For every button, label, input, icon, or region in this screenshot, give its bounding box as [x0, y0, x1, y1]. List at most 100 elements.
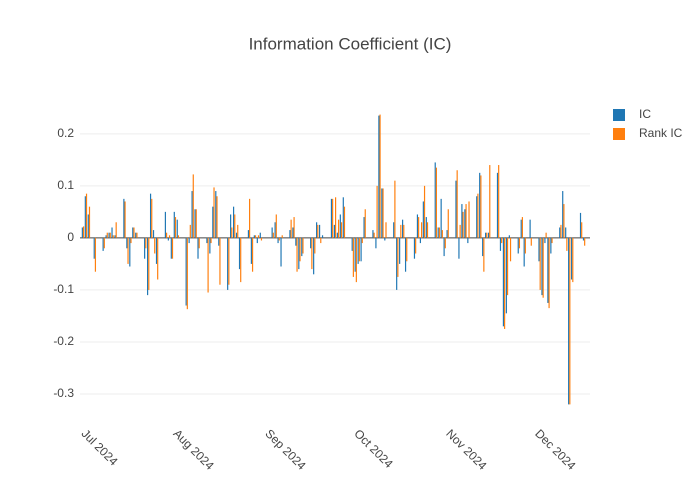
- bar: [310, 237, 312, 249]
- bar: [446, 230, 448, 238]
- bar: [147, 237, 149, 296]
- bar: [418, 217, 420, 238]
- bar: [174, 217, 177, 238]
- bar: [173, 211, 175, 238]
- bar: [109, 232, 111, 238]
- bar: [455, 180, 457, 238]
- bar: [440, 198, 442, 238]
- x-tick-label: Jul 2024: [79, 426, 121, 468]
- bar: [498, 165, 500, 238]
- bar: [206, 237, 208, 244]
- bar: [560, 224, 562, 238]
- bar: [219, 237, 221, 285]
- bar: [435, 167, 437, 238]
- bar: [520, 219, 522, 238]
- bar: [562, 191, 564, 238]
- bar: [256, 237, 258, 244]
- x-tick-label: Sep 2024: [262, 426, 308, 472]
- bar: [317, 224, 319, 238]
- bar: [152, 230, 155, 238]
- bar: [468, 201, 470, 238]
- bar: [108, 232, 110, 238]
- bar: [210, 237, 212, 244]
- bar: [568, 237, 570, 405]
- bar: [278, 237, 280, 241]
- bar: [480, 175, 482, 238]
- bar: [542, 237, 544, 298]
- bar: [321, 235, 324, 238]
- bar: [336, 232, 338, 238]
- bar: [358, 237, 360, 262]
- bar: [434, 162, 436, 238]
- bar: [103, 237, 105, 249]
- bar: [426, 222, 429, 238]
- bar: [238, 237, 241, 270]
- bar: [135, 232, 137, 238]
- bar: [185, 237, 187, 306]
- bar: [363, 217, 365, 238]
- x-tick-label: Aug 2024: [171, 426, 217, 472]
- bar: [176, 219, 178, 238]
- bar: [233, 206, 235, 238]
- bar: [177, 235, 180, 238]
- bar: [548, 237, 550, 309]
- bar: [129, 237, 131, 267]
- bar: [581, 222, 583, 238]
- bar: [316, 222, 318, 238]
- bar: [313, 237, 315, 275]
- bar: [420, 222, 423, 238]
- bar: [259, 232, 261, 238]
- bar: [419, 237, 421, 244]
- bar: [102, 237, 104, 251]
- bar: [114, 235, 116, 238]
- bar: [459, 224, 461, 238]
- bar: [582, 237, 585, 241]
- bar: [563, 204, 565, 238]
- bar: [396, 237, 398, 290]
- bar: [105, 235, 107, 238]
- bar: [275, 214, 277, 238]
- bar: [538, 237, 540, 262]
- bar: [361, 237, 363, 244]
- bar: [458, 237, 460, 259]
- bar: [148, 237, 150, 290]
- bar: [462, 211, 464, 238]
- bar: [170, 237, 172, 259]
- bar: [423, 185, 426, 238]
- bar: [247, 230, 250, 238]
- bar: [571, 237, 573, 280]
- bar: [477, 193, 479, 238]
- legend-label: Rank IC: [639, 126, 683, 140]
- bar: [197, 237, 199, 259]
- bar: [234, 214, 236, 238]
- bar: [212, 206, 214, 238]
- bar: [360, 237, 362, 262]
- bar: [565, 227, 567, 238]
- bar: [330, 198, 333, 238]
- legend-swatch: [613, 128, 625, 140]
- y-tick-label: -0.2: [53, 334, 74, 348]
- bar: [151, 198, 153, 238]
- bar: [292, 227, 294, 238]
- bar: [444, 237, 446, 249]
- bar: [231, 227, 233, 238]
- bar: [318, 224, 321, 238]
- bar: [384, 237, 386, 241]
- bar: [115, 222, 117, 238]
- bar: [569, 237, 571, 405]
- bar: [375, 237, 377, 249]
- bar: [112, 235, 114, 238]
- bar: [438, 227, 440, 238]
- bar: [198, 237, 200, 249]
- bar: [301, 237, 303, 257]
- bar: [404, 237, 407, 272]
- bar: [165, 232, 168, 238]
- bar: [343, 206, 346, 238]
- bar: [123, 198, 125, 238]
- bar: [518, 237, 521, 249]
- bar: [489, 165, 491, 238]
- bar: [479, 172, 481, 238]
- y-tick-label: 0: [67, 230, 74, 244]
- bar: [230, 214, 232, 238]
